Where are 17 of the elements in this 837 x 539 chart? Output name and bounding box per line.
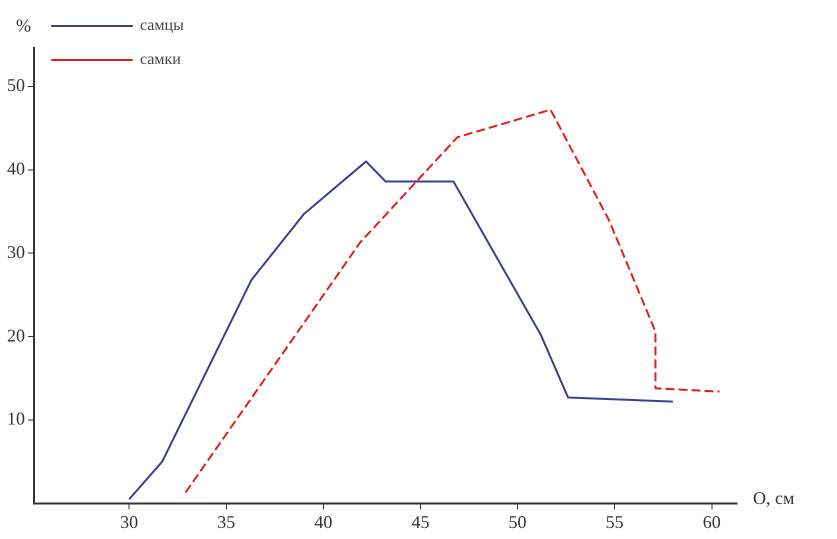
x-tick-label: 60 bbox=[702, 512, 721, 532]
legend-label: самки bbox=[140, 51, 182, 68]
y-tick-label: 50 bbox=[7, 75, 25, 96]
x-tick-label: 35 bbox=[217, 512, 236, 532]
line-series bbox=[184, 108, 721, 494]
x-tick-label: 45 bbox=[411, 512, 430, 532]
x-axis-title: O, см bbox=[753, 488, 794, 508]
y-tick-label: 40 bbox=[7, 158, 25, 179]
x-tick-label: 50 bbox=[508, 512, 527, 532]
y-tick-label: 30 bbox=[7, 242, 25, 262]
x-tick-label: 55 bbox=[606, 512, 624, 532]
y-tick-label: 10 bbox=[7, 408, 25, 429]
x-tick-label: 30 bbox=[120, 512, 138, 532]
x-tick-label: 40 bbox=[314, 512, 332, 532]
legend-label: самцы bbox=[140, 17, 184, 34]
y-axis-title: % bbox=[16, 16, 31, 36]
y-tick-label: 20 bbox=[7, 325, 25, 346]
